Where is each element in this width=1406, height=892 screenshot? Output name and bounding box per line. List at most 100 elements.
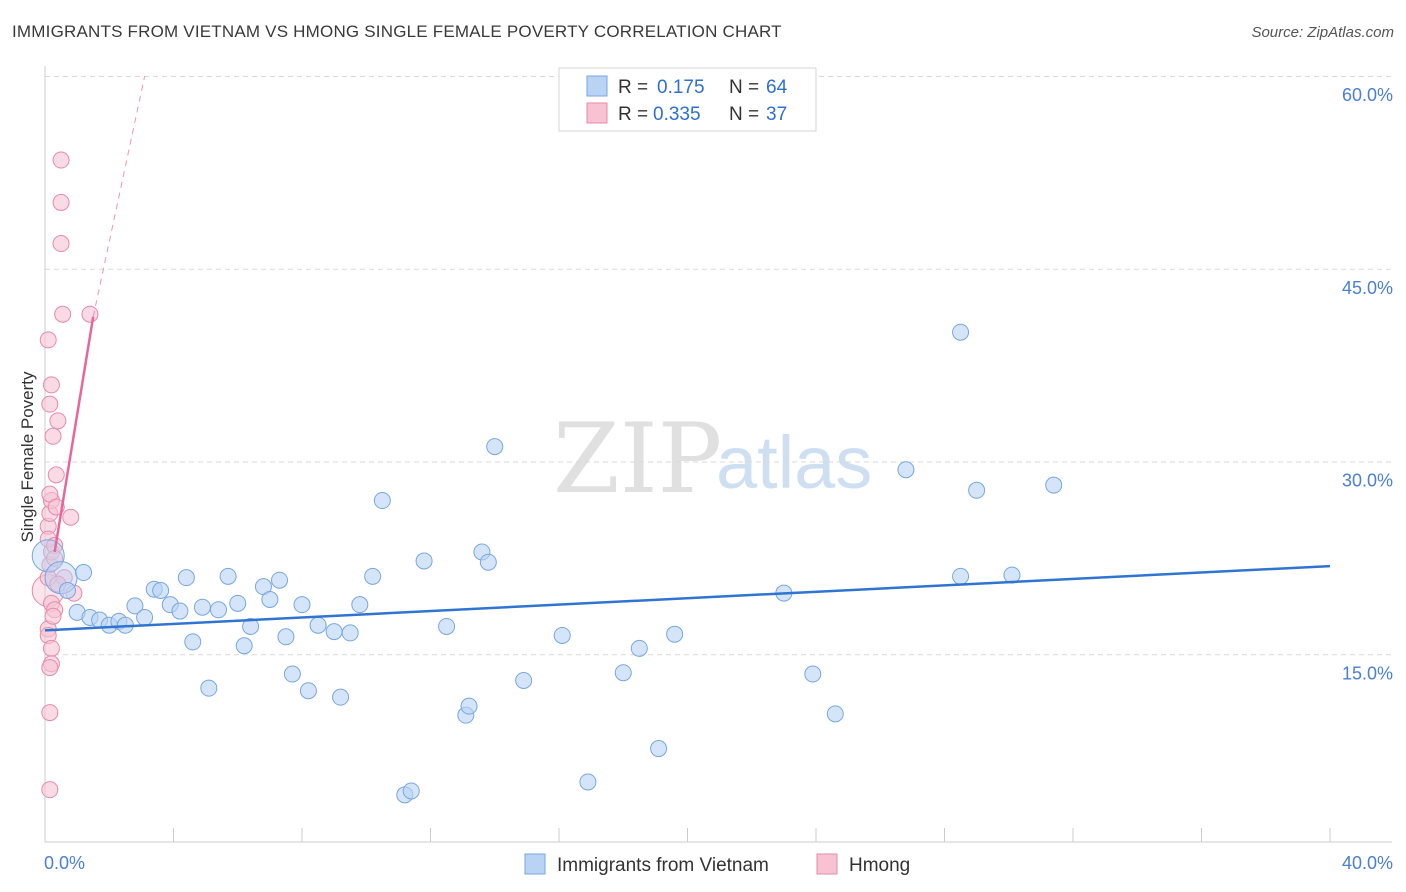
data-point — [351, 596, 369, 614]
data-point — [804, 665, 822, 683]
data-point — [579, 773, 597, 791]
bottom-legend-swatch-vietnam — [524, 853, 546, 875]
watermark-zip: ZIP — [553, 403, 722, 515]
data-point — [261, 590, 279, 608]
legend-r-value: 0.335 — [653, 104, 701, 125]
data-point — [219, 567, 237, 585]
data-point — [242, 617, 260, 635]
data-point — [47, 466, 65, 484]
legend-n-value: 64 — [766, 77, 788, 98]
data-point — [81, 305, 99, 323]
y-tick-label: 30.0% — [1342, 471, 1393, 491]
data-point — [666, 625, 684, 643]
legend-r-value: 0.175 — [657, 77, 705, 98]
data-point — [52, 193, 70, 211]
data-point — [1045, 476, 1063, 494]
y-axis-ticks: 15.0% 30.0% 45.0% 60.0% — [1342, 85, 1393, 683]
data-point — [58, 582, 76, 599]
data-point — [325, 623, 343, 641]
data-point — [373, 492, 391, 510]
data-point — [553, 626, 571, 644]
data-point — [364, 567, 382, 585]
data-point — [402, 782, 420, 800]
data-point — [438, 617, 456, 635]
data-point — [41, 781, 59, 799]
hmong-points — [31, 151, 99, 799]
data-point — [52, 151, 70, 169]
hmong-trend-line — [53, 316, 95, 553]
data-point — [235, 637, 253, 655]
data-point — [826, 705, 844, 723]
hmong-trend-extension — [92, 76, 146, 317]
data-point — [200, 679, 218, 697]
data-point — [293, 596, 311, 614]
data-point — [229, 594, 247, 612]
data-point — [952, 567, 970, 585]
data-point — [193, 598, 211, 616]
data-point — [54, 305, 72, 323]
bottom-legend-swatch-hmong — [816, 853, 838, 875]
x-tick-label: 40.0% — [1342, 853, 1393, 873]
data-point — [52, 235, 70, 253]
trend-lines — [44, 76, 1331, 632]
legend-r-label: R = — [618, 104, 648, 125]
data-point — [184, 633, 202, 651]
data-point — [968, 481, 986, 499]
data-point — [309, 616, 327, 634]
data-point — [44, 427, 62, 445]
x-axis-ticks: 0.0% 40.0% — [44, 828, 1393, 873]
data-point — [42, 639, 60, 657]
vietnam-points — [31, 323, 1063, 804]
y-tick-label: 60.0% — [1342, 85, 1393, 105]
data-point — [171, 602, 189, 620]
legend-swatch-vietnam — [586, 75, 608, 97]
data-point — [152, 582, 170, 599]
x-tick-label: 0.0% — [44, 853, 85, 873]
source-credit: Source: ZipAtlas.com — [1251, 24, 1394, 41]
data-point — [49, 412, 67, 430]
data-point — [341, 624, 359, 642]
data-point — [952, 323, 970, 341]
data-point — [177, 569, 195, 587]
data-point — [62, 508, 80, 526]
legend-n-label: N = — [729, 77, 759, 98]
y-axis-label: Single Female Poverty — [18, 371, 37, 543]
chart-title: IMMIGRANTS FROM VIETNAM VS HMONG SINGLE … — [12, 22, 782, 41]
data-point — [39, 331, 57, 349]
data-point — [209, 601, 227, 619]
data-point — [299, 682, 317, 700]
bottom-legend-hmong: Hmong — [849, 855, 910, 876]
data-point — [460, 697, 478, 715]
data-point — [650, 740, 668, 758]
data-point — [136, 608, 154, 626]
data-point — [44, 607, 62, 625]
data-point — [41, 704, 59, 722]
data-point — [614, 664, 632, 682]
data-point — [515, 671, 533, 689]
gridlines — [45, 76, 1392, 656]
data-point — [630, 639, 648, 657]
data-point — [283, 665, 301, 683]
data-point — [75, 564, 93, 582]
data-point — [486, 438, 504, 456]
data-point — [271, 571, 289, 589]
data-point — [41, 395, 59, 413]
data-point — [41, 659, 59, 677]
data-point — [332, 688, 350, 706]
data-point — [415, 552, 433, 570]
data-point — [897, 461, 915, 479]
legend-n-value: 37 — [766, 104, 787, 125]
data-point — [479, 553, 497, 571]
legend-r-label: R = — [618, 77, 648, 98]
data-point — [126, 597, 144, 615]
legend-swatch-hmong — [586, 102, 608, 124]
legend: R = 0.175 N = 64 R = 0.335 N = 37 — [558, 67, 817, 132]
data-point — [42, 376, 60, 394]
bottom-legend-vietnam: Immigrants from Vietnam — [557, 855, 769, 876]
bottom-legend: Immigrants from Vietnam Hmong — [524, 853, 910, 876]
vietnam-trend-line — [44, 564, 1331, 632]
data-point — [277, 628, 295, 646]
legend-n-label: N = — [729, 104, 759, 125]
y-tick-label: 15.0% — [1342, 663, 1393, 683]
